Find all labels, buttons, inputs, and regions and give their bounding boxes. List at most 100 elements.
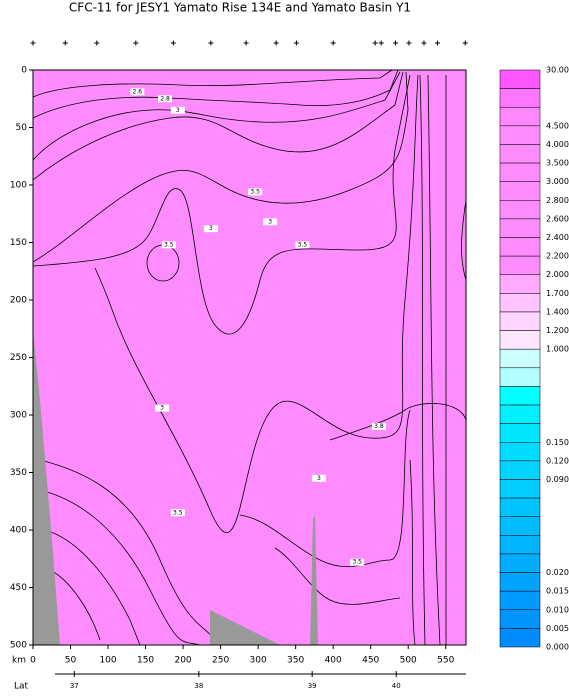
station-marker: [273, 40, 279, 46]
contour-label-bg: [295, 241, 310, 249]
station-marker: [421, 40, 427, 46]
y-tick-label: 450: [10, 583, 27, 593]
contour-label-bg: [311, 474, 326, 482]
colorbar-cell: [499, 423, 541, 443]
x-tick-label: 50: [65, 656, 77, 666]
contour-line: [32, 71, 401, 161]
colorbar-label: 2.600: [546, 214, 569, 223]
y-tick-label: 0: [21, 66, 27, 76]
colorbar-cell: [499, 125, 541, 145]
station-marker: [372, 40, 378, 46]
x-tick-label: 450: [362, 656, 379, 666]
colorbar-label: 2.000: [546, 270, 569, 279]
x-tick-label: 550: [437, 656, 454, 666]
contour-label-text: 3: [317, 475, 321, 482]
contour-line: [409, 459, 416, 646]
contour-line: [419, 74, 426, 646]
colorbar-cell: [499, 330, 541, 350]
lat-axis-label: Lat: [14, 682, 29, 692]
contour-label-bg: [161, 241, 176, 249]
colorbar-cell: [499, 106, 541, 127]
contour-label-text: 3.8: [374, 423, 384, 430]
colorbar-cell: [499, 590, 541, 611]
contour-label-text: 3: [176, 107, 180, 114]
y-tick-label: 350: [10, 468, 27, 478]
contour-label: 3: [311, 474, 326, 482]
contour-label: 3.5: [170, 509, 185, 517]
station-marker: [378, 40, 384, 46]
contour-label-text: 3.5: [298, 241, 308, 248]
colorbar-label: 0.020: [546, 568, 569, 577]
colorbar-label: 3.500: [546, 159, 569, 168]
contour-label-bg: [170, 106, 185, 114]
colorbar-cell: [499, 293, 541, 313]
x-tick-label: 400: [325, 656, 342, 666]
colorbar-cell: [499, 218, 541, 238]
colorbar-label: 1.000: [546, 345, 569, 354]
contour-line: [461, 199, 467, 281]
y-tick-label: 300: [10, 411, 27, 421]
colorbar-cell: [499, 460, 541, 480]
contour-label-bg: [371, 423, 386, 430]
colorbar-cell: [499, 628, 541, 648]
contour-label-text: 3.5: [250, 188, 260, 195]
colorbar-label: 1.700: [546, 289, 569, 298]
contour-label: 3: [170, 106, 185, 114]
contour-line: [94, 74, 419, 533]
contour-label: 3.5: [248, 188, 263, 196]
contour-label-text: 2.6: [133, 88, 143, 95]
contour-label-text: 3: [268, 218, 272, 225]
x-tick-label: 300: [250, 656, 267, 666]
colorbar-cell: [499, 516, 541, 536]
colorbar-label: 3.000: [546, 177, 569, 186]
x-tick-label: 0: [30, 656, 36, 666]
colorbar-label: 0.010: [546, 605, 569, 614]
bottom-topography: [210, 610, 280, 645]
colorbar-label: 0.015: [546, 587, 569, 596]
x-tick-label: 200: [174, 656, 191, 666]
contour-label-bg: [155, 404, 170, 412]
lat-tick-label: 40: [392, 682, 401, 690]
station-marker: [293, 40, 299, 46]
contour-label: 2.6: [130, 88, 145, 96]
contour-label: 3.5: [161, 241, 176, 249]
y-tick-label: 200: [10, 296, 27, 306]
contour-label: 3: [203, 225, 218, 233]
chart-title: CFC-11 for JESY1 Yamato Rise 134E and Ya…: [69, 1, 411, 15]
colorbar-cell: [499, 442, 541, 462]
contour-label-text: 3: [209, 225, 213, 232]
contour-line: [274, 547, 401, 605]
contour-label-bg: [130, 88, 145, 96]
colorbar-cell: [499, 404, 541, 424]
colorbar-cell: [499, 367, 541, 387]
colorbar-cell: [499, 200, 541, 220]
contour-line: [32, 71, 409, 263]
colorbar-label: 4.500: [546, 121, 569, 130]
colorbar-cell: [499, 311, 541, 331]
contour-label-text: 3: [160, 405, 164, 412]
contour-line: [427, 74, 441, 646]
colorbar-cell: [499, 553, 541, 573]
y-tick-label: 50: [16, 123, 28, 133]
x-tick-label: 250: [212, 656, 229, 666]
contour-line: [32, 74, 411, 335]
contour-label-bg: [170, 509, 185, 517]
bottom-topography: [33, 330, 60, 645]
colorbar-label: 30.000: [546, 66, 569, 75]
x-tick-label: 350: [287, 656, 304, 666]
colorbar-label: 2.400: [546, 233, 569, 242]
colorbar-label: 0.090: [546, 475, 569, 484]
contour-label-bg: [248, 188, 263, 196]
contour-label: 3.5: [350, 558, 365, 566]
station-marker: [406, 40, 412, 46]
colorbar-cell: [499, 162, 541, 182]
station-marker: [243, 40, 249, 46]
x-tick-label: 150: [137, 656, 154, 666]
station-marker: [392, 40, 398, 46]
contour-line: [329, 403, 467, 441]
colorbar-cell: [499, 348, 541, 369]
colorbar-cell: [499, 572, 541, 592]
colorbar-cell: [499, 69, 541, 89]
station-marker: [30, 40, 36, 46]
lat-tick-label: 39: [308, 682, 317, 690]
